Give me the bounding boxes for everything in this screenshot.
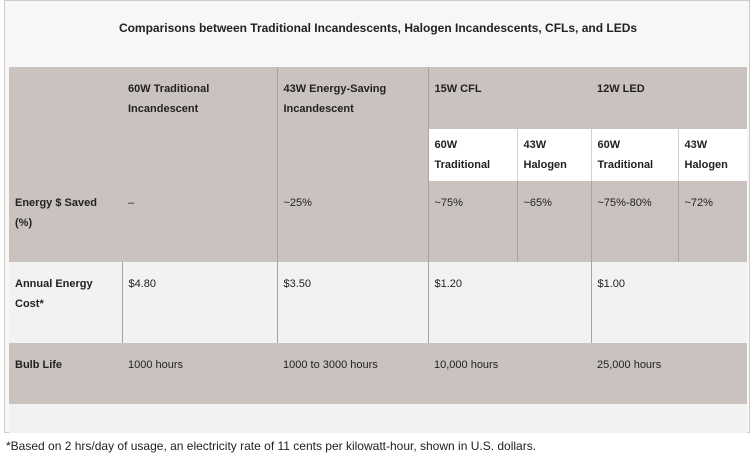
header-cfl: 15W CFL	[428, 67, 591, 129]
cell-annual-cost-halogen: $3.50	[277, 262, 429, 343]
cell-energy-saved-traditional: –	[122, 181, 278, 262]
header-led: 12W LED	[591, 67, 747, 129]
table-row-bulb-life: Bulb Life 1000 hours 1000 to 3000 hours …	[9, 343, 747, 404]
cell-bulb-life-led: 25,000 hours	[591, 343, 747, 404]
table-title: Comparisons between Traditional Incandes…	[118, 21, 638, 35]
header-traditional-incandescent: 60W Traditional Incandescent	[122, 67, 278, 181]
cell-annual-cost-traditional: $4.80	[122, 262, 278, 343]
header-corner	[9, 67, 122, 181]
subheader-cfl-traditional: 60W Traditional	[428, 129, 518, 181]
row-label-bulb-life: Bulb Life	[9, 343, 122, 404]
header-row: 60W Traditional Incandescent 43W Energy-…	[9, 67, 747, 181]
table-spacer-row	[9, 404, 747, 433]
cell-energy-saved-cfl-traditional: ~75%	[428, 181, 518, 262]
cell-annual-cost-cfl: $1.20	[428, 262, 592, 343]
table-row-annual-cost: Annual Energy Cost* $4.80 $3.50 $1.20 $1…	[9, 262, 747, 343]
cell-energy-saved-led-traditional: ~75%-80%	[591, 181, 679, 262]
subheader-led-traditional: 60W Traditional	[591, 129, 679, 181]
cell-energy-saved-cfl-halogen: ~65%	[517, 181, 592, 262]
subheader-row: 60W Traditional 43W Halogen 60W Traditio…	[9, 129, 747, 181]
row-label-annual-cost: Annual Energy Cost*	[9, 262, 123, 343]
subheader-cfl-halogen: 43W Halogen	[517, 129, 592, 181]
header-energy-saving-incandescent: 43W Energy-Saving Incandescent	[277, 67, 429, 181]
footnote: *Based on 2 hrs/day of usage, an electri…	[6, 439, 537, 453]
cell-bulb-life-halogen: 1000 to 3000 hours	[277, 343, 428, 404]
cell-energy-saved-led-halogen: ~72%	[678, 181, 747, 262]
table-spacer	[9, 404, 747, 433]
subheader-led-halogen: 43W Halogen	[678, 129, 747, 181]
comparison-panel: Comparisons between Traditional Incandes…	[4, 0, 750, 433]
table-row-energy-saved: Energy $ Saved (%) – ~25% ~75% ~65% ~75%…	[9, 181, 747, 262]
cell-energy-saved-halogen: ~25%	[277, 181, 429, 262]
comparison-table: 60W Traditional Incandescent 43W Energy-…	[9, 67, 747, 433]
cell-annual-cost-led: $1.00	[591, 262, 747, 343]
row-label-energy-saved: Energy $ Saved (%)	[9, 181, 122, 262]
cell-bulb-life-cfl: 10,000 hours	[428, 343, 591, 404]
cell-bulb-life-traditional: 1000 hours	[122, 343, 277, 404]
